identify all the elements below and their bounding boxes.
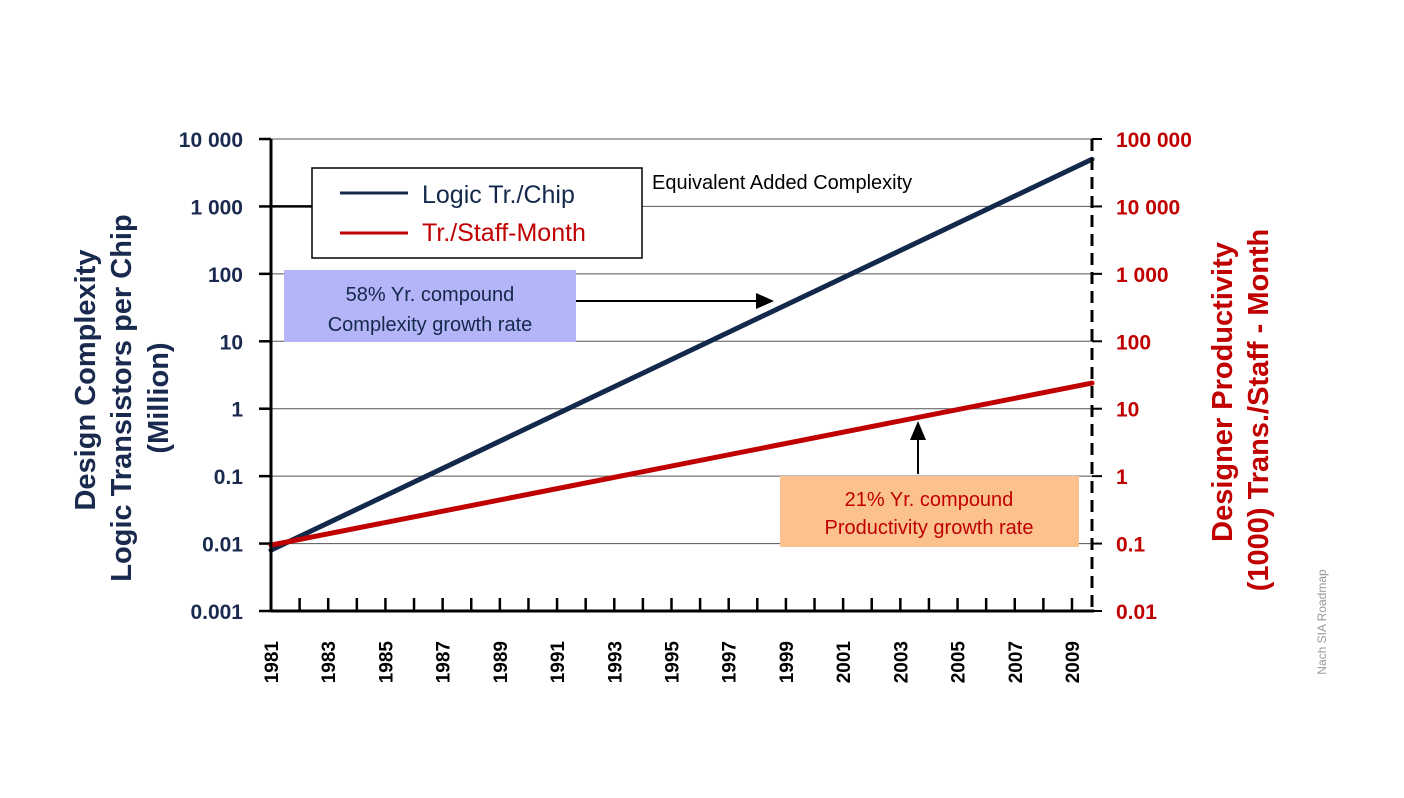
left-tick-label: 1 000 <box>190 196 243 219</box>
left-tick-label: 10 000 <box>179 129 243 152</box>
legend-label-productivity: Tr./Staff-Month <box>422 219 586 247</box>
right-tick-label: 0.1 <box>1116 534 1146 557</box>
series-line-logic <box>268 156 1095 553</box>
right-axis-title-line-2: (1000) Trans./Staff - Month <box>1243 229 1275 592</box>
left-tick-label: 0.01 <box>202 534 243 557</box>
right-tick-labels: 0.01 0.1 1 10 100 1 000 10 000 100 000 <box>1116 129 1192 624</box>
right-tick-label: 10 <box>1116 399 1139 422</box>
left-axis-title-line-3: (Million) <box>143 342 175 453</box>
x-tick-label: 1999 <box>777 641 798 683</box>
x-tick-label: 1985 <box>376 641 397 684</box>
x-tick-label: 2009 <box>1063 641 1084 683</box>
x-tick-label: 1995 <box>662 641 683 684</box>
productivity-growth-annotation: 21% Yr. compound Productivity growth rat… <box>780 421 1079 547</box>
right-tick-label: 1 000 <box>1116 264 1169 287</box>
left-tick-label: 1 <box>231 399 243 422</box>
left-tick-label: 0.001 <box>190 601 243 624</box>
productivity-arrowhead <box>910 421 926 440</box>
source-credit: Nach SIA Roadmap <box>1315 569 1329 675</box>
right-axis-title-line-1: Designer Productivity <box>1207 242 1239 542</box>
complexity-growth-annotation: 58% Yr. compound Complexity growth rate <box>284 270 774 342</box>
right-tick-label: 1 <box>1116 466 1128 489</box>
x-tick-label: 1981 <box>262 641 283 684</box>
left-axis-title-line-1: Design Complexity <box>70 249 102 510</box>
x-tick-label: 1989 <box>491 641 512 683</box>
series-lines <box>268 156 1095 553</box>
x-tick-label: 1991 <box>548 641 569 684</box>
x-tick-label: 1987 <box>434 641 455 683</box>
right-tick-label: 100 <box>1116 331 1151 354</box>
left-tick-label: 0.1 <box>214 466 244 489</box>
right-tick-label: 0.01 <box>1116 601 1157 624</box>
left-tick-label: 10 <box>220 331 243 354</box>
equivalent-added-complexity-label: Equivalent Added Complexity <box>652 172 912 194</box>
legend: Logic Tr./Chip Tr./Staff-Month <box>311 167 643 259</box>
complexity-growth-text-line-2: Complexity growth rate <box>328 314 533 336</box>
productivity-growth-text-line-1: 21% Yr. compound <box>845 489 1014 511</box>
series-line-productivity <box>268 380 1095 548</box>
complexity-arrowhead <box>756 293 774 309</box>
x-tick-label: 2003 <box>891 641 912 683</box>
x-tick-label: 1993 <box>605 641 626 683</box>
x-tick-labels: 1981 1983 1985 1987 1989 1991 1993 1995 1997 1999… <box>262 641 1084 684</box>
left-axis-title-line-2: Logic Transistors per Chip <box>106 214 138 581</box>
x-tick-label: 1997 <box>720 641 741 683</box>
productivity-growth-text-line-2: Productivity growth rate <box>825 517 1034 539</box>
productivity-growth-box <box>780 476 1079 547</box>
complexity-growth-text-line-1: 58% Yr. compound <box>346 284 515 306</box>
right-tick-label: 100 000 <box>1116 129 1192 152</box>
x-axis-ticks <box>269 598 1074 611</box>
x-tick-label: 2007 <box>1006 641 1027 683</box>
legend-label-logic: Logic Tr./Chip <box>422 181 575 209</box>
x-tick-label: 2001 <box>834 641 855 684</box>
x-tick-label: 1983 <box>319 641 340 683</box>
right-tick-label: 10 000 <box>1116 196 1180 219</box>
left-tick-label: 100 <box>208 264 243 287</box>
left-tick-labels: 0.001 0.01 0.1 1 10 100 1 000 10 000 <box>179 129 244 624</box>
legend-box <box>311 167 643 259</box>
complexity-growth-box <box>284 270 576 342</box>
x-tick-label: 2005 <box>949 641 970 684</box>
